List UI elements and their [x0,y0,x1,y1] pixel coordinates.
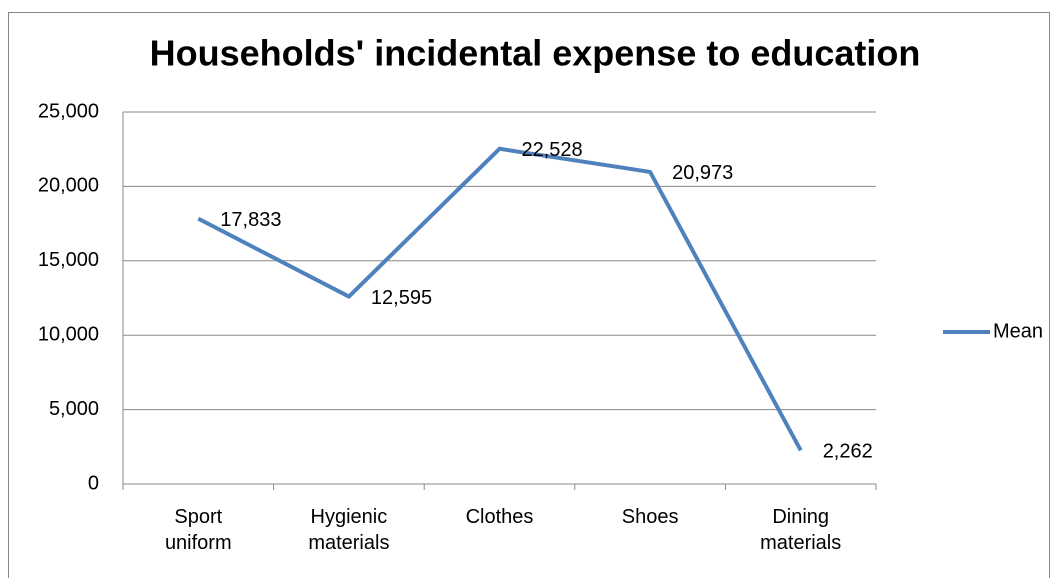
y-tick-label: 10,000 [38,323,99,345]
data-label: 2,262 [823,441,873,463]
y-tick-label: 20,000 [38,175,99,197]
y-tick-label: 5,000 [49,398,99,420]
y-tick-label: 25,000 [38,100,99,122]
data-label: 22,528 [522,139,583,161]
data-label: 17,833 [220,209,281,231]
x-tick-label: Hygienic materials [308,506,390,554]
x-tick-label: Shoes [621,506,679,528]
data-label: 12,595 [371,287,432,309]
data-label: 20,973 [672,162,733,184]
y-tick-label: 15,000 [38,249,99,271]
x-tick-label: Clothes [465,506,534,528]
y-tick-label: 0 [88,472,99,494]
line [197,146,803,452]
legend-label: Mean [993,320,1043,342]
x-tick-label: Sport uniform [164,506,232,554]
x-tick-label: Dining materials [760,506,842,554]
chart-title: Households' incidental expense to educat… [150,33,921,74]
chart-border [8,12,1050,578]
